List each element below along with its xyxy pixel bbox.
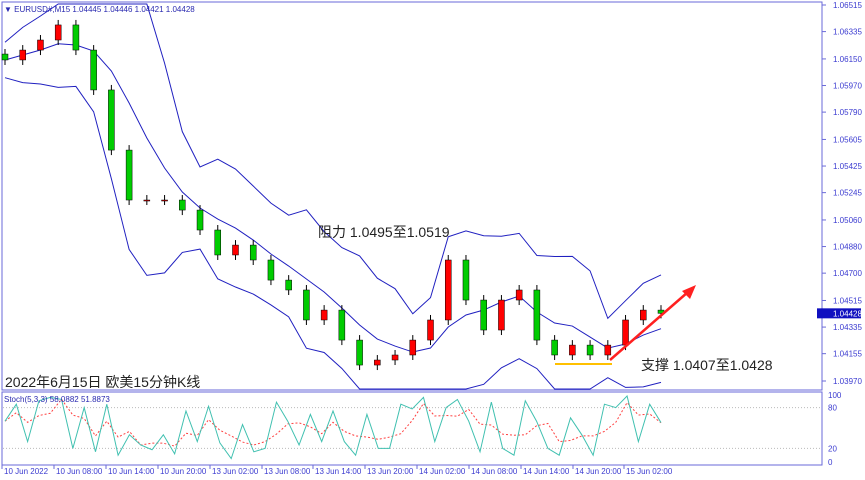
resistance-annotation: 阻力 1.0495至1.0519	[318, 224, 450, 240]
candle	[498, 299, 505, 331]
candle	[90, 49, 97, 91]
candle	[108, 89, 115, 151]
y-tick-label: 1.04335	[833, 323, 862, 332]
y-tick-label: 1.04880	[833, 243, 862, 252]
stoch-main-line	[4, 395, 662, 460]
candle	[161, 199, 168, 202]
bb-middle	[4, 43, 662, 353]
y-tick-label: 1.06515	[833, 1, 862, 10]
candle	[640, 309, 647, 321]
candle	[444, 259, 452, 321]
support-annotation: 支撑 1.0407至1.0428	[641, 357, 773, 373]
candle	[179, 199, 186, 211]
candle	[37, 39, 44, 51]
candle	[232, 244, 239, 256]
candle	[515, 289, 523, 301]
main-panel	[1, 1, 823, 391]
candle	[320, 309, 328, 321]
y-tick-label: 1.05060	[833, 216, 862, 225]
stoch-tick: 20	[828, 444, 837, 453]
candle	[72, 24, 80, 51]
y-tick-label: 1.06335	[833, 28, 862, 37]
stoch-tick: 100	[828, 391, 842, 400]
arrow-head-icon	[682, 285, 696, 299]
candle	[604, 344, 612, 356]
stoch-signal-line	[4, 398, 662, 447]
symbol-header: ▼ EURUSD#,M15 1.04445 1.04446 1.04421 1.…	[4, 5, 195, 14]
candle	[125, 149, 133, 201]
x-tick-label: 14 Jun 02:00	[419, 467, 466, 476]
x-tick-label: 14 Jun 14:00	[523, 467, 570, 476]
candle	[196, 209, 204, 231]
candle	[338, 309, 346, 341]
candle	[480, 299, 487, 331]
y-tick-label: 1.05970	[833, 82, 862, 91]
candle	[391, 354, 399, 361]
bb-upper	[4, 3, 662, 320]
trend-arrow	[609, 291, 689, 361]
x-tick-label: 10 Jun 20:00	[160, 467, 207, 476]
bb-lower	[4, 77, 662, 390]
y-tick-label: 1.06150	[833, 55, 862, 64]
y-tick-label: 1.04515	[833, 296, 862, 305]
candle	[356, 339, 363, 366]
candle	[1, 53, 9, 61]
y-tick-label: 1.05605	[833, 135, 862, 144]
current-price-label: 1.04428	[833, 309, 862, 318]
candle	[533, 289, 541, 341]
candle	[551, 339, 558, 356]
candle	[586, 344, 594, 356]
x-tick-label: 15 Jun 02:00	[626, 467, 673, 476]
x-tick-label: 10 Jun 2022	[4, 467, 49, 476]
x-tick-label: 13 Jun 08:00	[264, 467, 311, 476]
stoch-tick: 80	[828, 404, 837, 413]
y-tick-label: 1.05790	[833, 108, 862, 117]
candle	[622, 319, 629, 346]
x-tick-label: 14 Jun 08:00	[471, 467, 518, 476]
chart-caption: 2022年6月15日 欧美15分钟K线	[5, 374, 200, 390]
candle	[427, 319, 434, 341]
candle	[143, 199, 151, 202]
candle	[19, 49, 26, 61]
candle	[285, 279, 292, 291]
candle	[303, 289, 310, 321]
stoch-tick: 0	[828, 458, 833, 467]
y-tick-label: 1.04155	[833, 350, 862, 359]
x-tick-label: 10 Jun 08:00	[56, 467, 103, 476]
candle	[214, 229, 222, 256]
x-tick-label: 13 Jun 14:00	[315, 467, 362, 476]
y-tick-label: 1.05245	[833, 189, 862, 198]
x-tick-label: 10 Jun 14:00	[108, 467, 155, 476]
x-tick-label: 14 Jun 20:00	[575, 467, 622, 476]
candle	[462, 259, 470, 301]
candle	[267, 259, 275, 281]
y-tick-label: 1.03970	[833, 377, 862, 386]
x-tick-label: 13 Jun 02:00	[212, 467, 259, 476]
candle	[54, 24, 62, 41]
candle	[249, 244, 257, 261]
x-tick-label: 13 Jun 20:00	[367, 467, 414, 476]
y-tick-label: 1.05425	[833, 162, 862, 171]
candle	[374, 359, 381, 366]
candle	[409, 339, 417, 356]
stoch-label: Stoch(5,3,3) 58.0882 51.8873	[4, 395, 110, 404]
stoch-panel	[1, 391, 823, 466]
y-tick-label: 1.04700	[833, 269, 862, 278]
candle	[569, 344, 576, 356]
